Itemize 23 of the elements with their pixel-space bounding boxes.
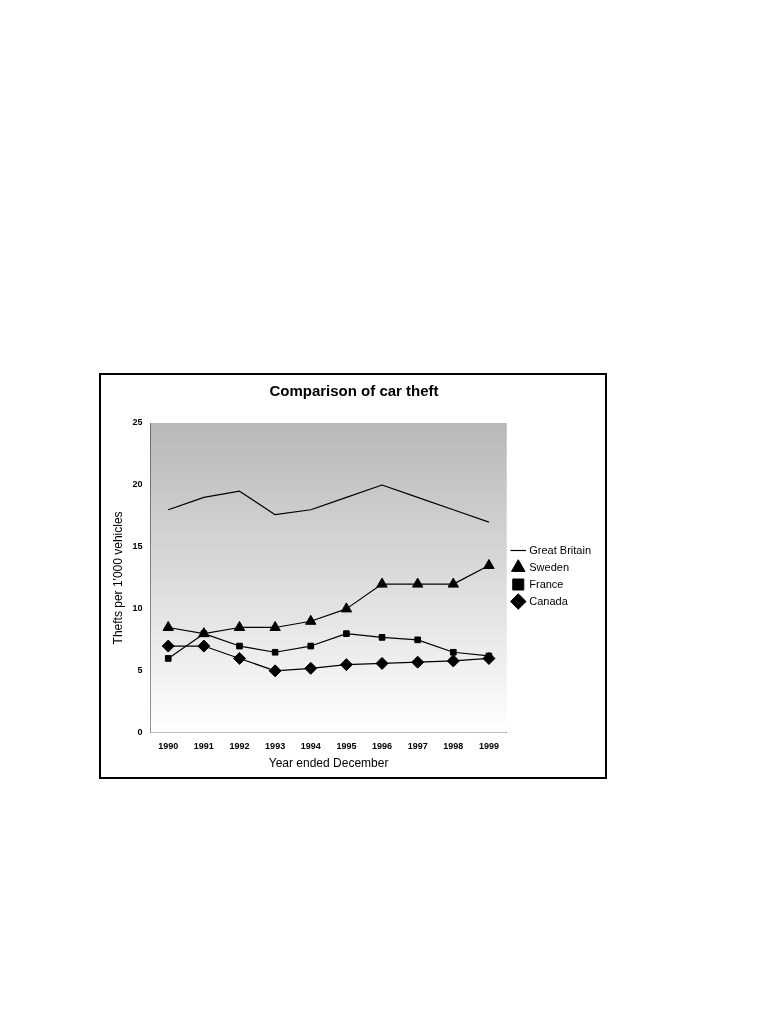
- y-tick-label: 10: [132, 603, 143, 614]
- x-tick-label: 1992: [229, 740, 250, 751]
- x-axis-title: Year ended December: [268, 756, 389, 771]
- legend-label: Great Britain: [529, 543, 591, 556]
- y-tick-label: 15: [132, 541, 143, 552]
- y-tick-label: 0: [137, 727, 143, 738]
- y-tick-label: 20: [132, 479, 143, 490]
- legend-label: France: [529, 577, 564, 590]
- legend-label: Canada: [529, 594, 569, 607]
- legend-label: Sweden: [529, 560, 570, 573]
- x-tick-label: 1995: [336, 740, 357, 751]
- x-tick-label: 1994: [300, 740, 321, 751]
- x-tick-label: 1999: [478, 740, 499, 751]
- x-tick-label: 1990: [158, 740, 179, 751]
- y-axis-title: Thefts per 1'000 vehicles: [110, 511, 125, 645]
- chart-title: Comparison of car theft: [269, 382, 439, 400]
- y-tick-label: 5: [137, 665, 143, 676]
- x-tick-label: 1997: [407, 740, 428, 751]
- x-tick-label: 1993: [265, 740, 286, 751]
- x-tick-label: 1991: [193, 740, 214, 751]
- x-tick-label: 1996: [372, 740, 393, 751]
- x-tick-label: 1998: [443, 740, 464, 751]
- y-tick-label: 25: [132, 417, 143, 428]
